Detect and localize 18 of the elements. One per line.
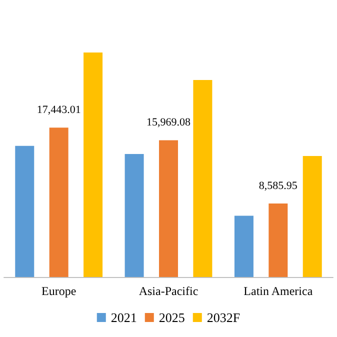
legend-label: 2032F [206,310,240,325]
data-label: 15,969.08 [146,116,191,129]
data-label: 17,443.01 [36,104,81,116]
bar [234,216,254,277]
bar [302,156,322,277]
legend-label: 2025 [158,310,185,325]
bar [193,80,212,277]
bar [124,154,144,277]
x-tick-label: Europe [42,284,76,298]
x-tick-label: Asia-Pacific [138,284,198,298]
bar [268,203,288,277]
bar [84,52,103,277]
bar [15,146,34,277]
bar [49,128,68,277]
bar [159,140,178,277]
legend-label: 2021 [110,310,137,325]
x-tick-label: Latin America [244,284,314,298]
data-label: 8,585.95 [258,180,298,192]
